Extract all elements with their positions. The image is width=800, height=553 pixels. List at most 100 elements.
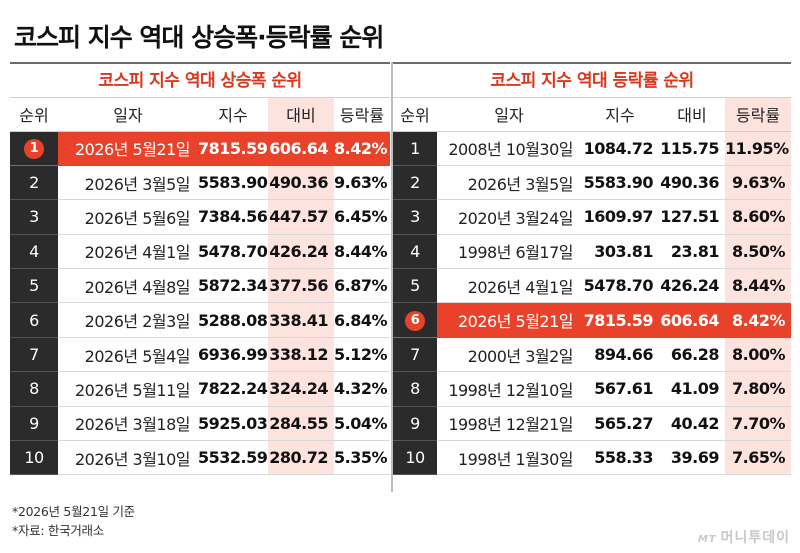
table-row: 7 2000년 3월2일 894.66 66.28 8.00% [393,337,791,373]
pct-cell: 7.65% [725,440,791,476]
pct-cell: 8.44% [725,268,791,304]
table-row: 10 2026년 3월10일 5532.59 280.72 5.35% [10,440,390,476]
pct-cell: 8.60% [725,199,791,235]
table-row: 8 1998년 12월10일 567.61 41.09 7.80% [393,371,791,407]
table-row: 7 2026년 5월4일 6936.99 338.12 5.12% [10,337,390,373]
date-cell: 2026년 3월5일 [58,165,198,201]
date-cell: 2026년 5월21일 [437,302,581,338]
pct-cell: 5.35% [334,440,390,476]
table-row: 6 2026년 2월3일 5288.08 338.41 6.84% [10,302,390,338]
table-row: 1 2008년 10월30일 1084.72 115.75 11.95% [393,131,791,166]
date-cell: 2026년 4월8일 [58,268,198,304]
index-cell: 5583.90 [198,165,268,201]
table-row: 3 2026년 5월6일 7384.56 447.57 6.45% [10,199,390,235]
change-cell: 606.64 [659,302,725,338]
index-cell: 565.27 [581,406,659,442]
index-cell: 5583.90 [581,165,659,201]
table-row: 3 2020년 3월24일 1609.97 127.51 8.60% [393,199,791,235]
change-cell: 115.75 [659,131,725,166]
pct-cell: 6.87% [334,268,390,304]
change-cell: 338.12 [268,337,334,373]
pct-cell: 9.63% [334,165,390,201]
table-row: 2 2026년 3월5일 5583.90 490.36 9.63% [10,165,390,201]
rise-ranking-table: 코스피 지수 역대 상승폭 순위 순위 일자 지수 대비 등락률 1 2026년 … [10,62,390,476]
rank-cell: 1 [393,131,437,166]
rank-cell: 6 [393,302,437,338]
rank-cell: 7 [10,337,58,373]
pct-cell: 6.84% [334,302,390,338]
change-cell: 127.51 [659,199,725,235]
rank-cell: 5 [393,268,437,304]
rank-cell: 8 [10,371,58,407]
header-date: 일자 [58,98,198,132]
table-header-row: 순위 일자 지수 대비 등락률 [393,98,791,132]
page-title: 코스피 지수 역대 상승폭·등락률 순위 [14,23,384,52]
pct-cell: 8.42% [725,302,791,338]
index-cell: 5478.70 [198,234,268,270]
index-cell: 5872.34 [198,268,268,304]
rank-cell: 5 [10,268,58,304]
table-row: 5 2026년 4월1일 5478.70 426.24 8.44% [393,268,791,304]
logo-mt: MT [697,534,717,545]
change-cell: 280.72 [268,440,334,476]
pct-cell: 7.70% [725,406,791,442]
pct-cell: 11.95% [725,131,791,166]
change-cell: 447.57 [268,199,334,235]
basis-note: *2026년 5월21일 기준 [12,504,135,519]
change-cell: 324.24 [268,371,334,407]
index-cell: 1609.97 [581,199,659,235]
change-cell: 41.09 [659,371,725,407]
table-row: 10 1998년 1월30일 558.33 39.69 7.65% [393,440,791,476]
publisher-logo: MT 머니투데이 [698,527,790,547]
index-cell: 5532.59 [198,440,268,476]
rank-cell: 8 [393,371,437,407]
rank-cell: 6 [10,302,58,338]
date-cell: 2026년 3월18일 [58,406,198,442]
header-change: 대비 [659,98,725,132]
change-cell: 39.69 [659,440,725,476]
rise-ranking-title: 코스피 지수 역대 상승폭 순위 [10,64,390,98]
change-cell: 40.42 [659,406,725,442]
date-cell: 2000년 3월2일 [437,337,581,373]
rank-cell: 4 [10,234,58,270]
logo-name: 머니투데이 [720,530,790,546]
header-pct: 등락률 [725,98,791,132]
date-cell: 2026년 5월4일 [58,337,198,373]
index-cell: 7815.59 [581,302,659,338]
header-change: 대비 [268,98,334,132]
pct-cell: 5.12% [334,337,390,373]
pct-cell: 8.50% [725,234,791,270]
pct-cell: 6.45% [334,199,390,235]
change-cell: 377.56 [268,268,334,304]
pct-cell: 7.80% [725,371,791,407]
change-cell: 490.36 [659,165,725,201]
header-pct: 등락률 [334,98,390,132]
highlight-rank-badge: 1 [24,139,44,160]
pct-ranking-title: 코스피 지수 역대 등락률 순위 [393,64,791,98]
change-cell: 426.24 [268,234,334,270]
change-cell: 23.81 [659,234,725,270]
index-cell: 1084.72 [581,131,659,166]
change-cell: 606.64 [268,131,334,166]
date-cell: 1998년 1월30일 [437,440,581,476]
source-note: *자료: 한국거래소 [12,523,104,538]
change-cell: 284.55 [268,406,334,442]
header-index: 지수 [581,98,659,132]
index-cell: 567.61 [581,371,659,407]
table-divider [391,62,393,492]
table-row: 5 2026년 4월8일 5872.34 377.56 6.87% [10,268,390,304]
date-cell: 2026년 3월10일 [58,440,198,476]
index-cell: 303.81 [581,234,659,270]
header-date: 일자 [437,98,581,132]
rank-cell: 2 [393,165,437,201]
table-row: 9 1998년 12월21일 565.27 40.42 7.70% [393,406,791,442]
date-cell: 2026년 5월6일 [58,199,198,235]
index-cell: 5925.03 [198,406,268,442]
rank-cell: 10 [393,440,437,476]
change-cell: 338.41 [268,302,334,338]
pct-cell: 8.42% [334,131,390,166]
header-index: 지수 [198,98,268,132]
header-rank: 순위 [393,98,437,132]
index-cell: 558.33 [581,440,659,476]
index-cell: 7384.56 [198,199,268,235]
